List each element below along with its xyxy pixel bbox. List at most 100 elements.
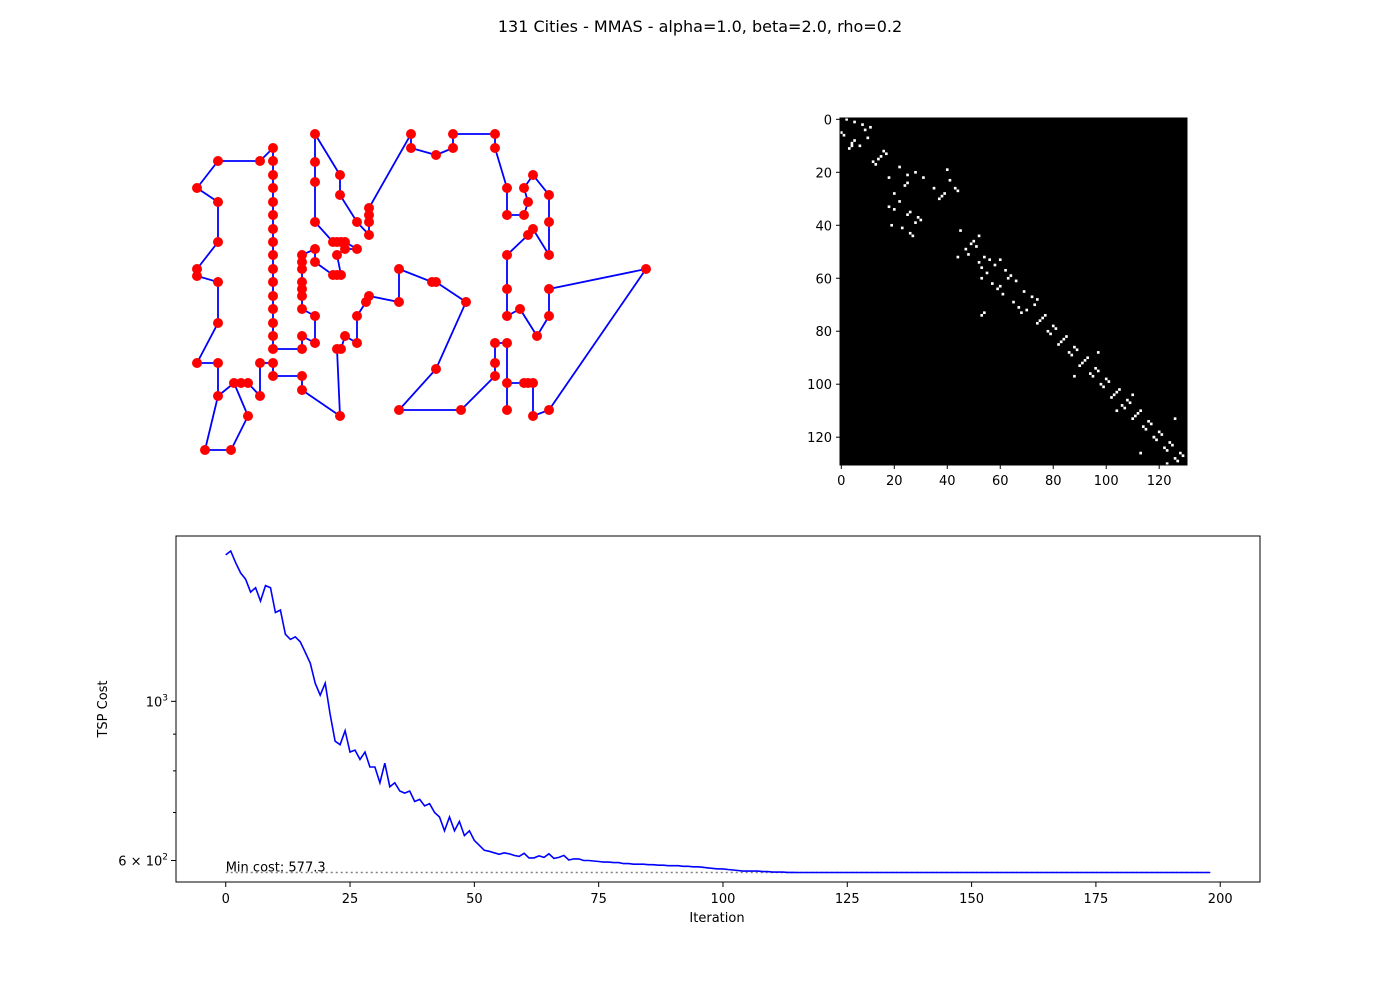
heatmap-cell [871, 160, 875, 164]
heatmap-cell [906, 213, 909, 217]
heatmap-cell [898, 200, 901, 203]
convergence-x-tick-label: 125 [835, 892, 860, 907]
heatmap-cell [1094, 366, 1097, 370]
city-point [335, 190, 345, 200]
city-point [502, 210, 512, 220]
heatmap-cell [887, 205, 891, 209]
heatmap-cell [1022, 290, 1026, 293]
heatmap-cell [972, 239, 976, 243]
city-point [406, 143, 416, 153]
city-point [243, 378, 253, 388]
heatmap-cell [1173, 457, 1177, 460]
heatmap-cell [850, 144, 854, 148]
heatmap-cell [1136, 412, 1140, 415]
heatmap-cell [885, 152, 888, 156]
heatmap-cell [975, 245, 978, 248]
heatmap-cell [866, 136, 870, 140]
city-point [255, 391, 265, 401]
city-point [332, 344, 342, 354]
city-point [519, 378, 529, 388]
heatmap-cell [1088, 372, 1092, 375]
tour-plot [192, 129, 651, 455]
city-point [544, 284, 554, 294]
heatmap-cell [1083, 359, 1087, 362]
heatmap-cell [1046, 329, 1050, 333]
heatmap-cell [1160, 433, 1164, 436]
heatmap-x-ticks: 0 20 40 60 80 100 120 [837, 465, 1172, 489]
city-point [297, 371, 307, 381]
heatmap-cell [1041, 316, 1044, 320]
city-point [431, 150, 441, 160]
city-point [502, 405, 512, 415]
heatmap-x-tick-label: 80 [1045, 474, 1062, 489]
heatmap-cell [1086, 356, 1089, 360]
heatmap-cell [983, 311, 986, 315]
heatmap-cell [998, 258, 1002, 262]
heatmap-cell [1128, 401, 1132, 405]
heatmap-cell [980, 314, 984, 317]
heatmap-cell [1110, 396, 1113, 399]
figure-title: 131 Cities - MMAS - alpha=1.0, beta=2.0,… [498, 17, 902, 36]
heatmap-cell [922, 176, 925, 179]
heatmap-cell [1152, 435, 1156, 439]
heatmap-cell [1057, 343, 1060, 346]
heatmap-cell [1123, 406, 1127, 410]
city-point [352, 311, 362, 321]
heatmap-cell [877, 157, 880, 161]
city-point [528, 411, 538, 421]
min-cost-label: Min cost: 577.3 [226, 861, 326, 876]
city-point [268, 210, 278, 220]
heatmap-cell [1131, 393, 1135, 397]
city-point [213, 237, 223, 247]
city-point [519, 210, 529, 220]
city-point [532, 331, 542, 341]
heatmap-x-tick-label: 0 [837, 474, 845, 489]
city-point [268, 318, 278, 328]
heatmap-background [840, 118, 1187, 465]
heatmap-cell [1171, 443, 1174, 447]
city-point [192, 264, 202, 274]
city-point [332, 250, 342, 260]
city-point [236, 378, 246, 388]
heatmap-cell [1126, 398, 1129, 402]
pheromone-heatmap: 0 20 40 60 80 100 120 0 20 40 60 80 100 120 [807, 113, 1188, 489]
heatmap-cell [906, 173, 909, 177]
heatmap-cell [993, 263, 997, 267]
convergence-x-tick-label: 150 [959, 892, 984, 907]
convergence-x-axis-label: Iteration [689, 911, 744, 926]
heatmap-cell [983, 255, 986, 259]
city-point [310, 129, 320, 139]
heatmap-cell [1173, 417, 1177, 420]
tour-lines [195, 130, 649, 451]
heatmap-y-tick-label: 100 [807, 378, 832, 393]
tour-points [192, 129, 651, 455]
heatmap-cell [1155, 438, 1158, 442]
heatmap-cell [1144, 427, 1148, 431]
heatmap-cell [1051, 324, 1055, 328]
city-point [490, 358, 500, 368]
heatmap-cell [898, 165, 901, 169]
heatmap-cell [1091, 374, 1095, 378]
city-point [268, 183, 278, 193]
convergence-chart: 0 25 50 75 100 125 150 175 200 103 6 × 102 Min co… [96, 535, 1261, 926]
heatmap-cell [850, 141, 854, 145]
city-point [255, 358, 265, 368]
heatmap-cell [869, 125, 872, 129]
heatmap-cell [977, 261, 981, 264]
city-point [502, 338, 512, 348]
heatmap-cell [1179, 451, 1182, 455]
heatmap-cell [1017, 306, 1021, 309]
city-point [544, 311, 554, 321]
city-point [515, 304, 525, 314]
heatmap-cell [1139, 409, 1142, 413]
convergence-x-ticks: 0 25 50 75 100 125 150 175 200 [222, 882, 1233, 907]
heatmap-cell [1096, 369, 1100, 373]
city-point [297, 331, 307, 341]
heatmap-cell [919, 218, 923, 222]
heatmap-cell [1157, 430, 1161, 434]
city-point [528, 170, 538, 180]
city-point [523, 230, 533, 240]
city-point [502, 311, 512, 321]
heatmap-cell [985, 271, 989, 275]
heatmap-cell [1149, 422, 1153, 426]
